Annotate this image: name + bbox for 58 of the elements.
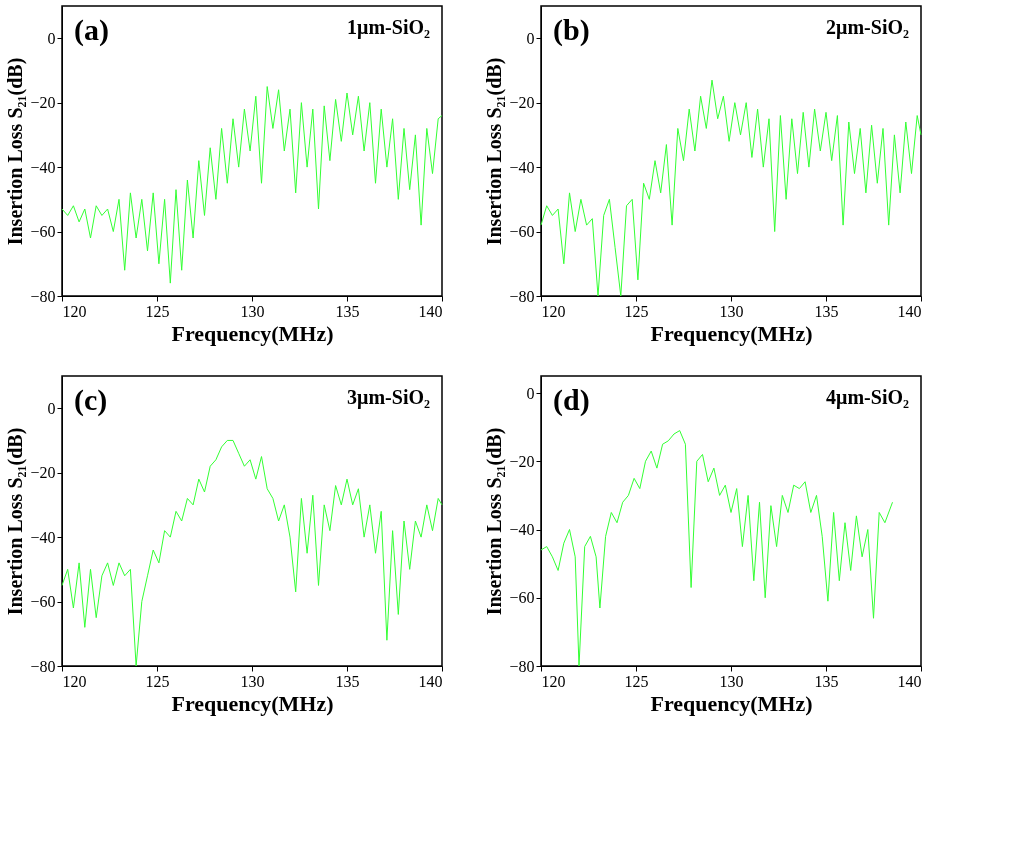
y-tick-label: −60 [30, 223, 56, 241]
y-tick-label: −80 [30, 657, 56, 675]
y-tick-label: −20 [30, 94, 56, 112]
annotation: 1μm-SiO₂ [347, 16, 430, 39]
y-axis-title: Insertion Loss S₂₁(dB) [4, 57, 28, 246]
x-tick-label: 130 [719, 302, 744, 320]
y-axis-title: Insertion Loss S₂₁(dB) [483, 427, 507, 616]
annotation: (b) [553, 13, 590, 47]
x-axis-title: Frequency(MHz) [650, 690, 813, 716]
annotation: (a) [74, 13, 109, 47]
y-tick-label: −40 [509, 521, 535, 539]
y-tick-label: −20 [30, 464, 56, 482]
annotation: 4μm-SiO₂ [826, 386, 909, 409]
y-axis-title: Insertion Loss S₂₁(dB) [4, 427, 28, 616]
y-tick-label: −40 [30, 158, 56, 176]
x-tick-label: 140 [418, 302, 443, 320]
y-tick-label: 0 [526, 29, 535, 47]
y-tick-label: 0 [47, 399, 56, 417]
x-tick-label: 125 [624, 302, 649, 320]
y-tick-label: 0 [526, 384, 535, 402]
y-tick-label: −20 [509, 94, 535, 112]
y-tick-label: −60 [509, 223, 535, 241]
x-tick-label: 130 [719, 672, 744, 690]
x-tick-label: 120 [62, 302, 87, 320]
y-tick-label: −80 [509, 657, 535, 675]
y-tick-label: −60 [509, 589, 535, 607]
y-axis-title: Insertion Loss S₂₁(dB) [483, 57, 507, 246]
x-tick-label: 125 [145, 672, 170, 690]
x-tick-label: 140 [418, 672, 443, 690]
x-tick-label: 140 [897, 672, 922, 690]
y-tick-label: −20 [509, 452, 535, 470]
line-series [540, 430, 893, 667]
x-axis-title: Frequency(MHz) [171, 320, 334, 346]
x-tick-label: 135 [814, 302, 839, 320]
annotation: (c) [74, 383, 108, 417]
y-tick-label: 0 [47, 29, 56, 47]
y-tick-label: −40 [509, 158, 535, 176]
y-tick-label: −60 [30, 593, 56, 611]
line-series [61, 86, 443, 284]
x-axis-title: Frequency(MHz) [171, 690, 334, 716]
x-tick-label: 130 [240, 672, 265, 690]
x-tick-label: 135 [335, 672, 360, 690]
x-tick-label: 135 [814, 672, 839, 690]
y-tick-label: −40 [30, 528, 56, 546]
y-tick-label: −80 [30, 287, 56, 305]
y-tick-label: −80 [509, 287, 535, 305]
x-tick-label: 120 [541, 302, 566, 320]
x-tick-label: 120 [541, 672, 566, 690]
annotation: (d) [553, 383, 590, 417]
x-tick-label: 125 [145, 302, 170, 320]
x-tick-label: 140 [897, 302, 922, 320]
annotation: 3μm-SiO₂ [347, 386, 430, 409]
x-tick-label: 135 [335, 302, 360, 320]
x-tick-label: 125 [624, 672, 649, 690]
x-axis-title: Frequency(MHz) [650, 320, 813, 346]
x-tick-label: 130 [240, 302, 265, 320]
annotation: 2μm-SiO₂ [826, 16, 909, 39]
x-tick-label: 120 [62, 672, 87, 690]
